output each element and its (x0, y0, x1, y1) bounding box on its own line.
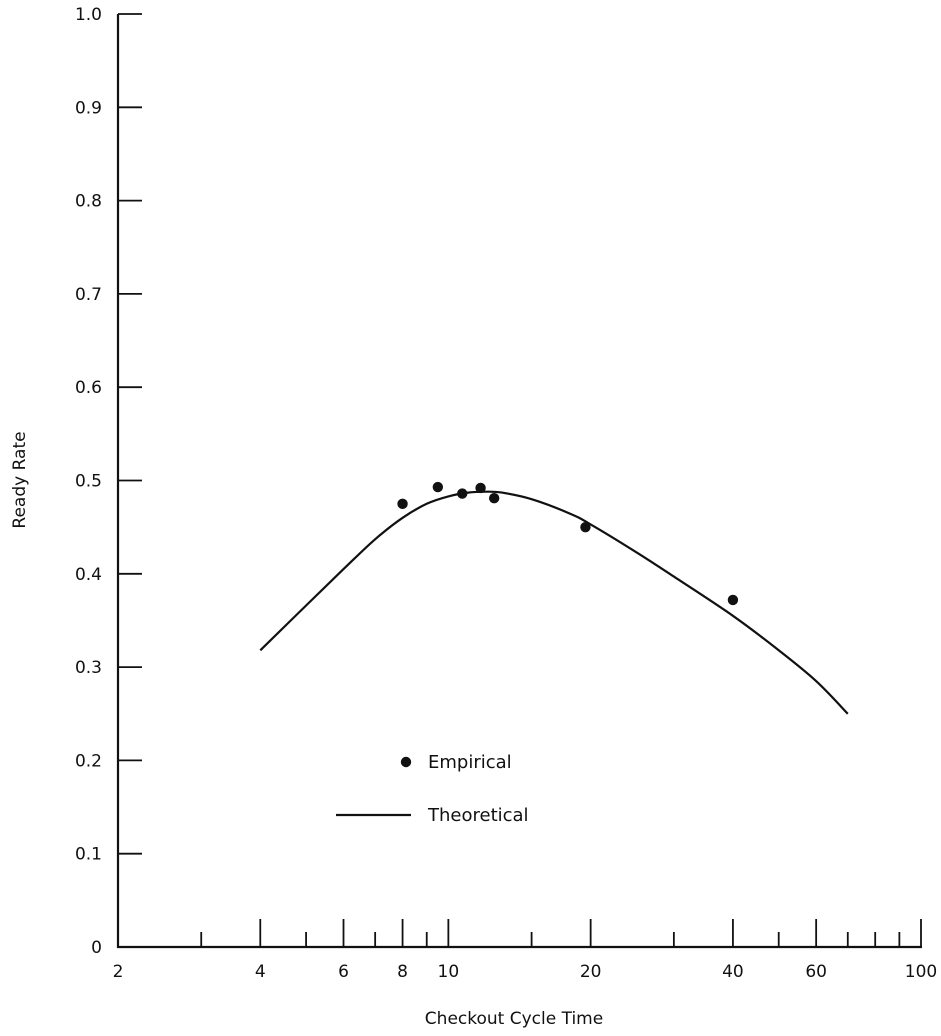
y-tick-label: 0.5 (75, 472, 102, 492)
x-tick-label: 20 (580, 962, 602, 982)
y-axis-title: Ready Rate (10, 431, 30, 528)
empirical-point (580, 521, 591, 533)
y-tick-label: 0.3 (75, 658, 102, 678)
empirical-point (432, 481, 444, 493)
tick-labels: 0 0.1 0.2 0.3 0.4 0.5 0.6 0.7 0.8 0.9 1.0 2 4 6 8 10 20 4… (75, 5, 937, 982)
y-tick-label: 0.7 (75, 285, 102, 305)
x-tick-label: 40 (722, 962, 744, 982)
theoretical-series (259, 490, 849, 715)
y-tick-label: 1.0 (75, 5, 102, 25)
y-tick-label: 0.8 (75, 192, 102, 212)
legend-empirical-label: Empirical (428, 752, 512, 773)
x-tick-label: 8 (397, 962, 408, 982)
empirical-point (397, 498, 408, 510)
empirical-point (727, 594, 739, 606)
y-tick-label: 0.2 (75, 751, 102, 771)
empirical-point (475, 482, 486, 494)
y-tick-label: 0 (91, 938, 102, 958)
empirical-series (397, 481, 739, 606)
y-tick-label: 0.1 (75, 845, 102, 865)
y-tick-label: 0.9 (75, 98, 102, 118)
y-tick-label: 0.4 (75, 565, 102, 585)
theoretical-curve (259, 490, 849, 715)
legend-empirical-marker (400, 756, 412, 768)
x-tick-label: 6 (338, 962, 349, 982)
x-tick-label: 4 (255, 962, 266, 982)
x-tick-label: 2 (113, 962, 124, 982)
x-axis-title: Checkout Cycle Time (425, 1009, 603, 1029)
x-tick-label: 100 (905, 962, 937, 982)
y-tick-label: 0.6 (75, 378, 102, 398)
legend-theoretical-label: Theoretical (427, 805, 529, 826)
x-tick-label: 10 (438, 962, 460, 982)
empirical-point (488, 493, 500, 504)
empirical-point (457, 488, 468, 499)
tick-marks (118, 13, 922, 947)
legend: Empirical Theoretical (336, 752, 529, 826)
x-tick-label: 60 (805, 962, 827, 982)
